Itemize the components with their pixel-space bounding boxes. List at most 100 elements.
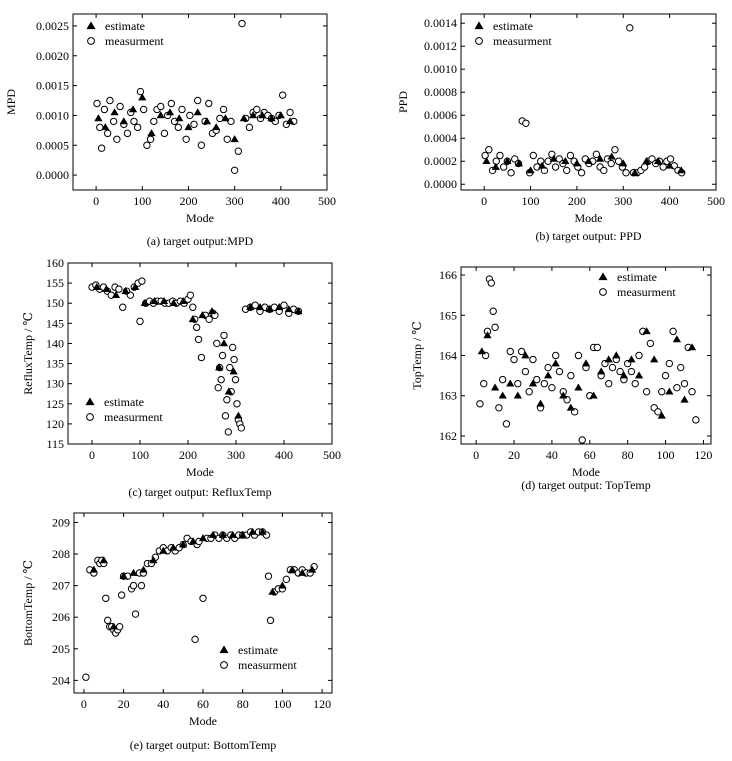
- estimate-point: [498, 391, 507, 399]
- estimate-point: [566, 403, 575, 411]
- measurment-point: [608, 363, 617, 372]
- chart-panel-b: 0 100 200 300 400 500 0.0000 0.0002 0.0004 0.0006…: [396, 13, 725, 243]
- measurment-point: [123, 129, 132, 138]
- estimate-point: [248, 111, 258, 119]
- legend-estimate-marker: [85, 397, 95, 406]
- measurment-point: [659, 163, 667, 171]
- estimate-point: [207, 307, 217, 315]
- measurment-point: [507, 169, 515, 177]
- estimate-point: [275, 303, 284, 311]
- measurment-point: [93, 99, 101, 108]
- measurment-point: [218, 351, 227, 360]
- legend-estimate-marker: [474, 21, 484, 30]
- measurment-point: [220, 331, 228, 340]
- estimate-point: [165, 108, 175, 116]
- measurment-point: [540, 379, 549, 388]
- measurment-point: [136, 87, 145, 96]
- measurment-point: [551, 351, 560, 360]
- measurment-point: [139, 105, 148, 114]
- estimate-point: [129, 568, 138, 576]
- estimate-point: [483, 331, 492, 339]
- x-tick-label: 100: [522, 194, 540, 208]
- estimate-point: [221, 114, 230, 122]
- estimate-point: [258, 111, 267, 119]
- x-tick-label: 300: [226, 194, 244, 208]
- measurment-point: [692, 416, 700, 424]
- estimate-point: [89, 565, 98, 573]
- measurment-point: [480, 379, 488, 388]
- measurment-point: [115, 622, 124, 631]
- measurment-point: [192, 323, 201, 332]
- estimate-point: [506, 379, 515, 387]
- estimate-point: [119, 571, 128, 579]
- measurment-point: [280, 301, 288, 309]
- estimate-point: [99, 556, 108, 564]
- estimate-point: [224, 387, 233, 395]
- x-tick-label: 400: [661, 194, 679, 208]
- measurment-point: [167, 99, 176, 108]
- estimate-point: [482, 157, 491, 165]
- measurment-point: [194, 335, 203, 344]
- measurment-point: [631, 379, 639, 388]
- measurment-point: [661, 371, 670, 380]
- measurment-point: [517, 347, 526, 356]
- estimate-point: [581, 359, 591, 367]
- estimate-point: [642, 327, 651, 335]
- measurment-point: [510, 355, 518, 364]
- estimate-point: [101, 123, 110, 131]
- measurment-point: [186, 291, 195, 299]
- x-tick-label: 0: [81, 697, 87, 711]
- y-axis-label: PPD: [396, 91, 410, 113]
- estimate-point: [595, 154, 605, 162]
- measurment-point: [234, 147, 243, 155]
- x-tick-label: 100: [131, 448, 149, 462]
- y-tick-label: 205: [52, 642, 70, 656]
- measurment-point: [673, 383, 681, 392]
- x-tick-label: 100: [133, 194, 151, 208]
- measurment-point: [616, 367, 624, 376]
- measurment-point: [498, 375, 507, 384]
- estimate-point: [612, 351, 621, 359]
- estimate-point: [102, 284, 111, 292]
- estimate-point: [229, 367, 238, 375]
- x-tick-label: 300: [227, 448, 245, 462]
- estimate-point: [215, 363, 224, 371]
- measurment-point: [133, 123, 142, 132]
- measurment-point: [605, 379, 613, 388]
- measurment-point: [640, 163, 649, 171]
- measurment-point: [502, 420, 511, 428]
- measurment-point: [102, 594, 110, 602]
- estimate-point: [687, 343, 697, 351]
- estimate-point: [159, 297, 169, 305]
- measurment-point: [529, 355, 537, 364]
- legend-estimate-marker: [219, 645, 229, 654]
- chart-panel-a: 0 100 200 300 400 500 0.0000 0.0005 0.0010 0.0015…: [4, 13, 336, 248]
- measurment-point: [286, 108, 294, 117]
- measurment-point: [130, 117, 138, 126]
- estimate-point: [234, 411, 243, 419]
- x-tick-label: 500: [323, 448, 341, 462]
- estimate-point: [188, 315, 197, 323]
- estimate-point: [188, 537, 198, 545]
- legend-estimate-label: estimate: [238, 643, 278, 657]
- estimate-point: [258, 527, 267, 535]
- estimate-point: [248, 527, 257, 535]
- estimate-point: [528, 379, 538, 387]
- measurment-point: [563, 166, 571, 175]
- estimate-point: [128, 105, 138, 113]
- y-tick-label: 0.0005: [36, 138, 69, 152]
- measurment-point: [646, 339, 655, 348]
- estimate-point: [680, 395, 689, 403]
- estimate-point: [294, 307, 303, 315]
- measurment-point: [103, 129, 112, 138]
- estimate-point: [208, 530, 218, 538]
- measurment-point: [223, 135, 231, 143]
- estimate-point: [198, 311, 207, 319]
- x-tick-label: 60: [584, 448, 596, 462]
- measurment-point: [622, 169, 630, 177]
- measurment-point: [131, 610, 140, 618]
- estimate-point: [653, 157, 663, 165]
- estimate-point: [212, 123, 221, 131]
- y-axis-label: MPD: [4, 89, 18, 115]
- x-tick-label: 100: [273, 697, 291, 711]
